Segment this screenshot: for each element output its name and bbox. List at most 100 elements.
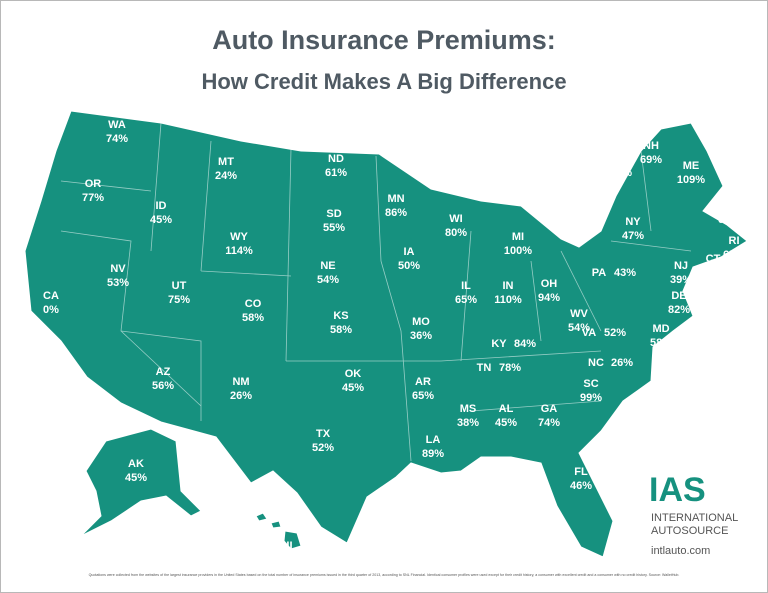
- state-value: 74%: [538, 417, 560, 429]
- state-value: 56%: [152, 380, 174, 392]
- state-abbr: OH: [541, 278, 558, 290]
- state-abbr: LA: [426, 434, 441, 446]
- state-abbr: ME: [683, 160, 700, 172]
- state-abbr: OK: [345, 368, 362, 380]
- state-abbr: PA: [592, 267, 607, 279]
- state-value: 58%: [242, 312, 264, 324]
- state-value: 74%: [106, 133, 128, 145]
- state-abbr: WV: [570, 308, 588, 320]
- state-value: 18%: [610, 167, 632, 179]
- state-abbr: MD: [652, 323, 669, 335]
- state-abbr: AK: [128, 458, 144, 470]
- state-abbr: AZ: [156, 366, 171, 378]
- state-abbr: DE: [671, 290, 686, 302]
- state-abbr: NH: [643, 140, 659, 152]
- title: Auto Insurance Premiums:: [212, 25, 556, 55]
- state-value: 65%: [723, 249, 745, 261]
- state-abbr: VA: [582, 327, 597, 339]
- state-abbr: AR: [415, 376, 431, 388]
- state-abbr: SC: [583, 378, 598, 390]
- state-abbr: MT: [218, 156, 234, 168]
- state-value: 61%: [325, 167, 347, 179]
- state-abbr: HI: [282, 540, 293, 552]
- state-value: 45%: [495, 417, 517, 429]
- state-abbr: TX: [316, 428, 331, 440]
- state-value: 58%: [650, 337, 672, 349]
- state-abbr: MS: [460, 403, 477, 415]
- state-value: 77%: [82, 192, 104, 204]
- state-abbr: CO: [245, 298, 262, 310]
- state-value: 54%: [317, 274, 339, 286]
- state-value: 45%: [125, 472, 147, 484]
- state-abbr: WA: [108, 119, 126, 131]
- state-value: 78%: [499, 362, 521, 374]
- alaska: [80, 428, 202, 537]
- land: [24, 110, 748, 558]
- state-value: 47%: [622, 230, 644, 242]
- state-value: 75%: [168, 294, 190, 306]
- state-abbr: AL: [499, 403, 514, 415]
- state-abbr: MI: [512, 231, 524, 243]
- state-abbr: NJ: [674, 260, 688, 272]
- state-value: 45%: [342, 382, 364, 394]
- state-value: 99%: [580, 392, 602, 404]
- state-value: 43%: [614, 267, 636, 279]
- state-abbr: TN: [477, 362, 492, 374]
- state-value: 109%: [677, 174, 705, 186]
- state-value: 54%: [568, 322, 590, 334]
- logo-url: intlauto.com: [651, 545, 710, 557]
- state-value: 52%: [312, 442, 334, 454]
- state-value: 86%: [385, 207, 407, 219]
- state-abbr: KY: [491, 338, 507, 350]
- state-value: 0%: [305, 540, 321, 552]
- state-abbr: NE: [320, 260, 335, 272]
- state-abbr: NV: [110, 263, 126, 275]
- state-value: 0%: [43, 304, 59, 316]
- state-abbr: NC: [588, 357, 604, 369]
- state-abbr: UT: [172, 280, 187, 292]
- state-value: 94%: [538, 292, 560, 304]
- subtitle: How Credit Makes A Big Difference: [201, 69, 566, 94]
- state-abbr: VT: [614, 153, 628, 165]
- state-value: 80%: [445, 227, 467, 239]
- state-value: 38%: [457, 417, 479, 429]
- state-abbr: SD: [326, 208, 341, 220]
- state-abbr: CA: [43, 290, 59, 302]
- state-value: 114%: [225, 245, 253, 257]
- footnote: Quotations were collected from the websi…: [89, 573, 680, 577]
- state-value: 100%: [504, 245, 532, 257]
- state-value: 69%: [640, 154, 662, 166]
- contiguous-us: [24, 110, 748, 558]
- hawaii: [255, 512, 302, 550]
- state-value: 45%: [150, 214, 172, 226]
- state-abbr: IA: [404, 246, 415, 258]
- state-value: 65%: [412, 390, 434, 402]
- state-value: 53%: [107, 277, 129, 289]
- state-value: 52%: [604, 327, 626, 339]
- state-abbr: IN: [503, 280, 514, 292]
- state-abbr: FL: [574, 466, 588, 478]
- state-value: 58%: [330, 324, 352, 336]
- state-abbr: MA: [717, 200, 734, 212]
- state-value: 55%: [323, 222, 345, 234]
- state-value: 84%: [514, 338, 536, 350]
- state-value: 36%: [410, 330, 432, 342]
- state-abbr: ND: [328, 153, 344, 165]
- state-abbr: IL: [461, 280, 471, 292]
- state-abbr: GA: [541, 403, 558, 415]
- state-value: 46%: [570, 480, 592, 492]
- state-value: 50%: [398, 260, 420, 272]
- state-labels: WA 74% OR 77% ID 45% MT 24% ND 61% SD 55% WY 114% MN 86…: [43, 119, 745, 552]
- state-value: 110%: [494, 294, 522, 306]
- state-value: 26%: [611, 357, 633, 369]
- state-abbr: NY: [625, 216, 641, 228]
- state-value: 82%: [668, 304, 690, 316]
- state-value: 65%: [455, 294, 477, 306]
- state-borders: [60, 122, 692, 462]
- state-abbr: MO: [412, 316, 430, 328]
- state-abbr: MN: [387, 193, 404, 205]
- state-value: 24%: [215, 170, 237, 182]
- state-abbr: WY: [230, 231, 248, 243]
